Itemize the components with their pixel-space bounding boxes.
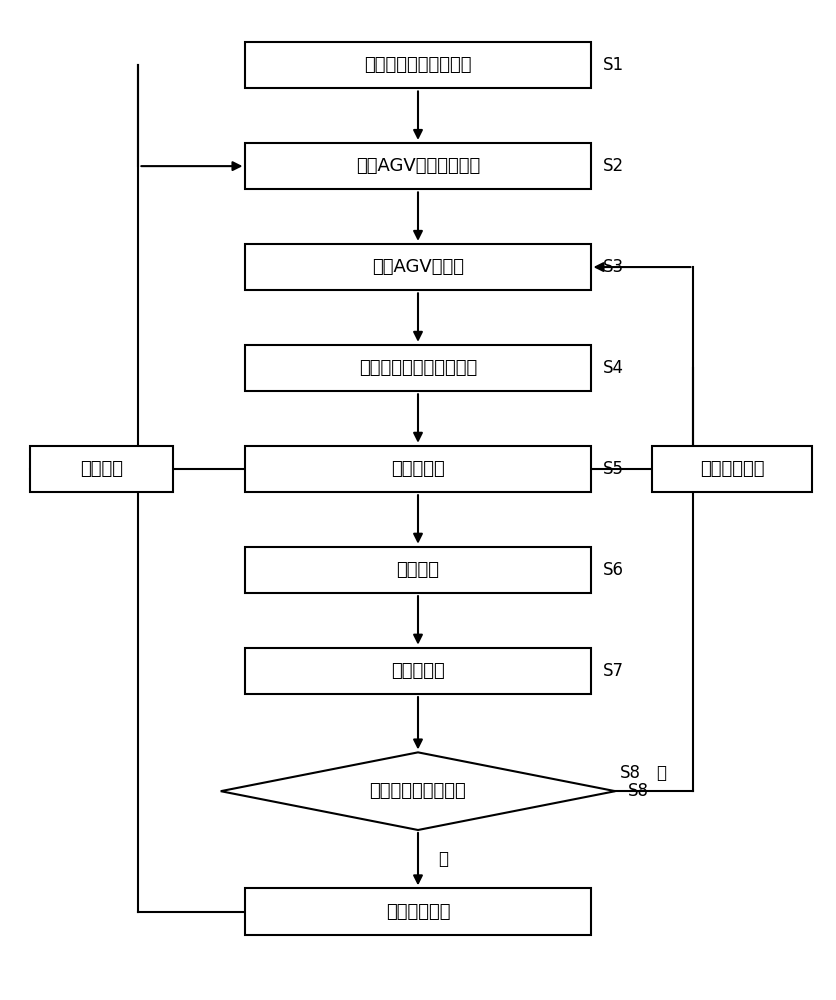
FancyBboxPatch shape (29, 446, 173, 492)
Text: S8: S8 (619, 764, 640, 782)
Text: S4: S4 (603, 359, 624, 377)
Text: 评估当前解和记录最优解: 评估当前解和记录最优解 (359, 359, 477, 377)
FancyBboxPatch shape (245, 42, 591, 88)
Text: 接收AGV路线规划任务: 接收AGV路线规划任务 (356, 157, 480, 175)
FancyBboxPatch shape (245, 888, 591, 935)
FancyBboxPatch shape (245, 446, 591, 492)
FancyBboxPatch shape (245, 244, 591, 290)
Text: 初始化环境和算法参数: 初始化环境和算法参数 (364, 56, 472, 74)
Text: 清空信息素等: 清空信息素等 (700, 460, 764, 478)
Text: 否: 否 (656, 764, 666, 782)
Text: 清空路径: 清空路径 (80, 460, 123, 478)
Text: S1: S1 (603, 56, 624, 74)
Text: S5: S5 (603, 460, 624, 478)
Text: 更新信息素: 更新信息素 (391, 662, 445, 680)
FancyBboxPatch shape (245, 648, 591, 694)
Text: 量子旋转门: 量子旋转门 (391, 460, 445, 478)
Text: S2: S2 (603, 157, 624, 175)
Text: S3: S3 (603, 258, 624, 276)
FancyBboxPatch shape (245, 547, 591, 593)
Text: 是: 是 (439, 850, 449, 868)
Text: 输出最优路径: 输出最优路径 (385, 903, 451, 921)
Text: 量子变异: 量子变异 (396, 561, 440, 579)
Text: S8: S8 (628, 782, 649, 800)
FancyBboxPatch shape (652, 446, 813, 492)
FancyBboxPatch shape (245, 345, 591, 391)
Text: 构建AGV路线解: 构建AGV路线解 (372, 258, 464, 276)
Text: 是否到达迭代次数？: 是否到达迭代次数？ (370, 782, 466, 800)
Polygon shape (221, 752, 615, 830)
Text: S6: S6 (603, 561, 624, 579)
FancyBboxPatch shape (245, 143, 591, 189)
Text: S7: S7 (603, 662, 624, 680)
